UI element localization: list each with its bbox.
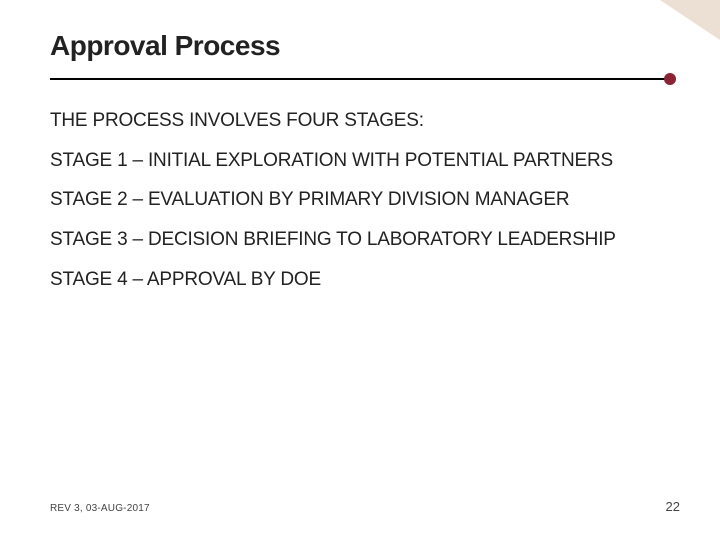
- title-block: Approval Process: [50, 30, 670, 80]
- content-body: THE PROCESS INVOLVES FOUR STAGES: STAGE …: [50, 108, 670, 292]
- intro-line: THE PROCESS INVOLVES FOUR STAGES:: [50, 108, 670, 134]
- stage-line: STAGE 2 – EVALUATION BY PRIMARY DIVISION…: [50, 187, 670, 213]
- title-rule: [50, 78, 670, 80]
- slide-title: Approval Process: [50, 30, 670, 62]
- stage-line: STAGE 4 – APPROVAL BY DOE: [50, 267, 670, 293]
- slide-container: Approval Process THE PROCESS INVOLVES FO…: [0, 0, 720, 540]
- rule-line: [50, 78, 670, 80]
- page-number: 22: [666, 499, 680, 514]
- stage-line: STAGE 3 – DECISION BRIEFING TO LABORATOR…: [50, 227, 670, 253]
- rule-bullet: [664, 73, 676, 85]
- revision-label: REV 3, 03-AUG-2017: [50, 503, 150, 514]
- stage-line: STAGE 1 – INITIAL EXPLORATION WITH POTEN…: [50, 148, 670, 174]
- footer: REV 3, 03-AUG-2017 22: [50, 499, 680, 514]
